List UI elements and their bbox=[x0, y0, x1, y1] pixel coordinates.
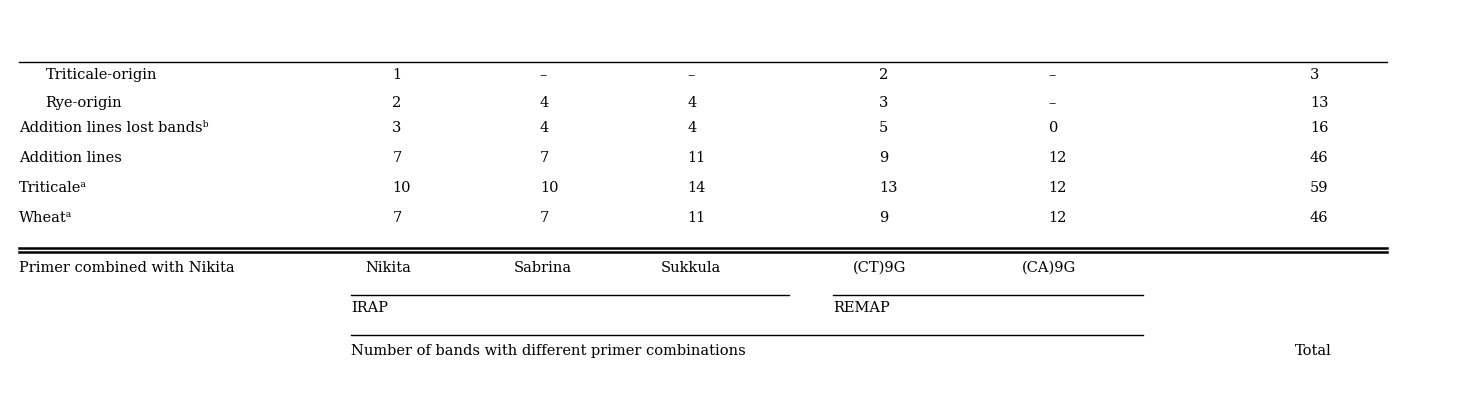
Text: 4: 4 bbox=[540, 121, 549, 135]
Text: –: – bbox=[1049, 96, 1056, 110]
Text: 7: 7 bbox=[540, 151, 549, 165]
Text: Sukkula: Sukkula bbox=[661, 261, 721, 275]
Text: 13: 13 bbox=[1310, 96, 1329, 110]
Text: (CT)9G: (CT)9G bbox=[853, 261, 906, 275]
Text: REMAP: REMAP bbox=[833, 301, 889, 315]
Text: 46: 46 bbox=[1310, 151, 1329, 165]
Text: Primer combined with Nikita: Primer combined with Nikita bbox=[19, 261, 235, 275]
Text: Wheatᵃ: Wheatᵃ bbox=[19, 211, 72, 225]
Text: –: – bbox=[687, 68, 695, 82]
Text: 46: 46 bbox=[1310, 211, 1329, 225]
Text: 3: 3 bbox=[1310, 68, 1319, 82]
Text: 4: 4 bbox=[687, 96, 696, 110]
Text: Rye-origin: Rye-origin bbox=[46, 96, 122, 110]
Text: 16: 16 bbox=[1310, 121, 1329, 135]
Text: Total: Total bbox=[1295, 344, 1332, 358]
Text: 0: 0 bbox=[1049, 121, 1058, 135]
Text: 13: 13 bbox=[879, 181, 898, 195]
Text: 9: 9 bbox=[879, 151, 888, 165]
Text: 11: 11 bbox=[687, 211, 705, 225]
Text: 14: 14 bbox=[687, 181, 705, 195]
Text: Addition lines: Addition lines bbox=[19, 151, 122, 165]
Text: 59: 59 bbox=[1310, 181, 1329, 195]
Text: 9: 9 bbox=[879, 211, 888, 225]
Text: IRAP: IRAP bbox=[351, 301, 388, 315]
Text: 11: 11 bbox=[687, 151, 705, 165]
Text: 10: 10 bbox=[392, 181, 412, 195]
Text: Nikita: Nikita bbox=[366, 261, 412, 275]
Text: 4: 4 bbox=[540, 96, 549, 110]
Text: 5: 5 bbox=[879, 121, 888, 135]
Text: 7: 7 bbox=[392, 211, 401, 225]
Text: Sabrina: Sabrina bbox=[513, 261, 571, 275]
Text: 2: 2 bbox=[879, 68, 888, 82]
Text: Number of bands with different primer combinations: Number of bands with different primer co… bbox=[351, 344, 746, 358]
Text: 7: 7 bbox=[392, 151, 401, 165]
Text: 12: 12 bbox=[1049, 181, 1066, 195]
Text: 1: 1 bbox=[392, 68, 401, 82]
Text: –: – bbox=[540, 68, 547, 82]
Text: 2: 2 bbox=[392, 96, 401, 110]
Text: 12: 12 bbox=[1049, 151, 1066, 165]
Text: 4: 4 bbox=[687, 121, 696, 135]
Text: 7: 7 bbox=[540, 211, 549, 225]
Text: 3: 3 bbox=[392, 121, 401, 135]
Text: 10: 10 bbox=[540, 181, 559, 195]
Text: –: – bbox=[1049, 68, 1056, 82]
Text: Triticale-origin: Triticale-origin bbox=[46, 68, 158, 82]
Text: (CA)9G: (CA)9G bbox=[1022, 261, 1077, 275]
Text: 12: 12 bbox=[1049, 211, 1066, 225]
Text: Addition lines lost bandsᵇ: Addition lines lost bandsᵇ bbox=[19, 121, 208, 135]
Text: 3: 3 bbox=[879, 96, 888, 110]
Text: Triticaleᵃ: Triticaleᵃ bbox=[19, 181, 87, 195]
